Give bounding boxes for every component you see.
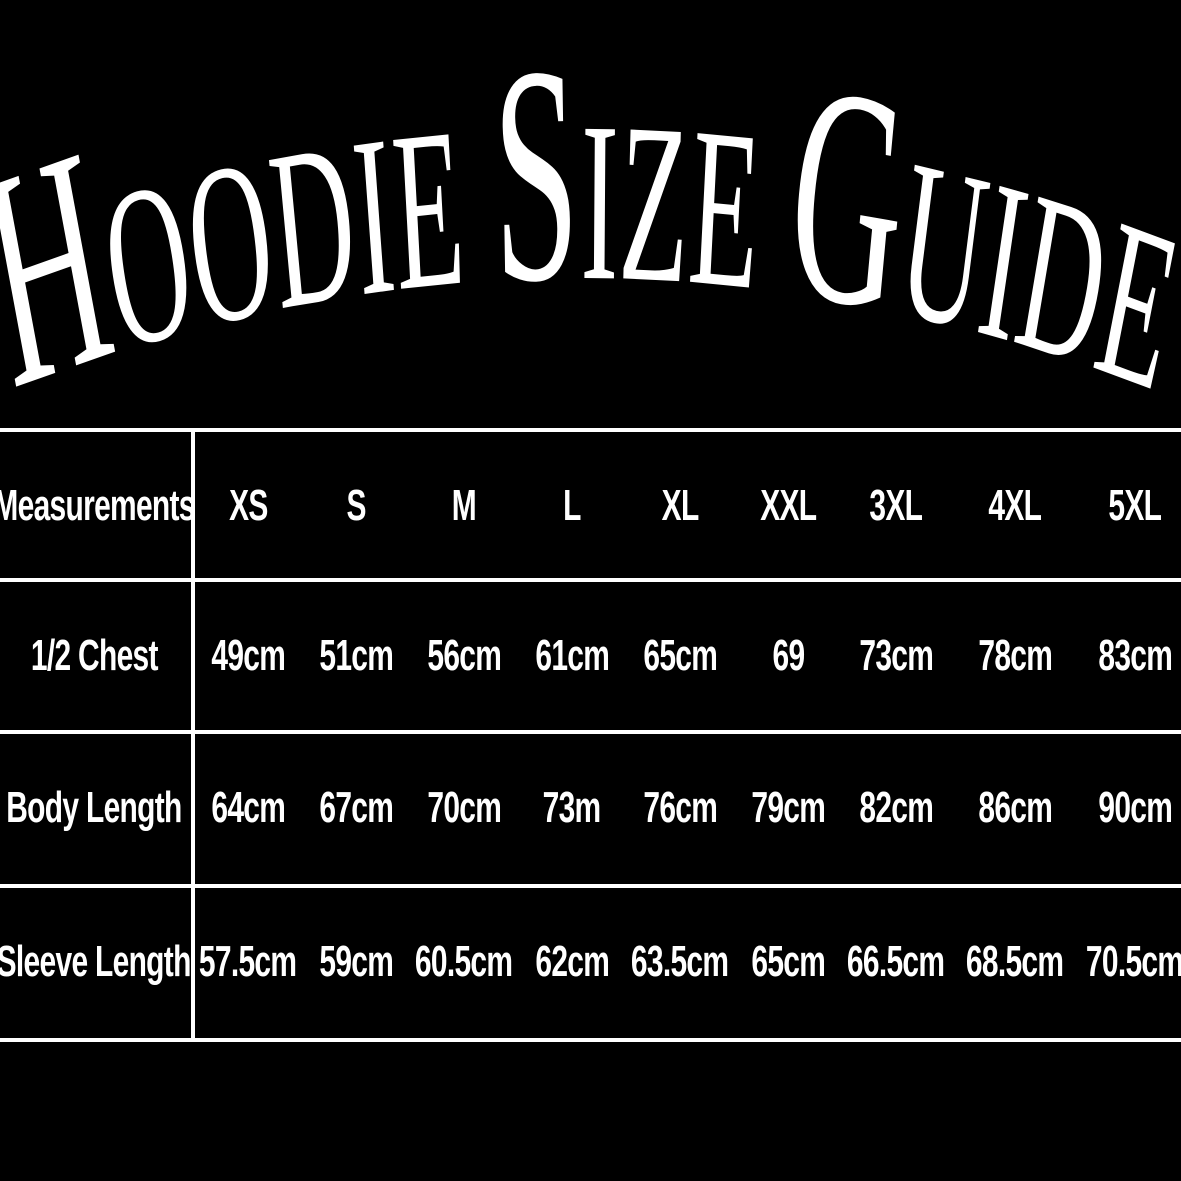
table-cell: 69 (734, 582, 842, 730)
cell-text: 90cm (1098, 783, 1172, 832)
table-row: Body Length 64cm 67cm 70cm 73m 76cm 79cm 82cm 86… (0, 734, 1181, 882)
table-line (0, 730, 1181, 734)
svg-text:HOODIE SIZE GUIDE: HOODIE SIZE GUIDE (0, 0, 1181, 420)
table-cell: 82cm (841, 734, 951, 882)
cell-text: L (563, 481, 581, 530)
table-line (0, 1038, 1181, 1042)
cell-text: 49cm (211, 631, 285, 680)
size-header: XS (194, 432, 302, 580)
table-cell: 65cm (734, 888, 842, 1036)
table-cell: 70.5cm (1080, 888, 1181, 1036)
table-cell: 70cm (410, 734, 518, 882)
table-cell: 73m (518, 734, 626, 882)
cell-text: 64cm (211, 783, 285, 832)
table-cell: 63.5cm (626, 888, 734, 1036)
cell-text: 59cm (319, 937, 393, 986)
title-rest-3: UIDE (888, 113, 1181, 420)
cell-text: 51cm (319, 631, 393, 680)
cell-text: 79cm (751, 783, 825, 832)
size-header: L (518, 432, 626, 580)
table-cell: 57.5cm (194, 888, 302, 1036)
table-cell: 66.5cm (841, 888, 951, 1036)
cell-text: 4XL (988, 481, 1043, 530)
table-cell: 83cm (1080, 582, 1181, 730)
cell-text: 73m (543, 783, 602, 832)
cell-text: 63.5cm (631, 937, 729, 986)
cell-text: 69 (772, 631, 805, 680)
cell-text: 73cm (859, 631, 933, 680)
table-cell: 90cm (1080, 734, 1181, 882)
table-header-row: Measurements XS S M L XL XXL 3XL 4XL 5XL (0, 432, 1181, 580)
table-cell: 78cm (956, 582, 1074, 730)
cell-text: XS (228, 481, 268, 530)
table-cell: 64cm (194, 734, 302, 882)
table-cell: 56cm (410, 582, 518, 730)
size-header: S (302, 432, 410, 580)
table-line (0, 578, 1181, 582)
size-header: 3XL (841, 432, 951, 580)
cell-text: XXL (759, 481, 817, 530)
table-cell: 79cm (734, 734, 842, 882)
table-row: 1/2 Chest 49cm 51cm 56cm 61cm 65cm 69 73cm 78cm 8… (0, 582, 1181, 730)
table-cell: 59cm (302, 888, 410, 1036)
cell-text: Body Length (6, 783, 182, 832)
cell-text: S (346, 481, 366, 530)
table-cell: 65cm (626, 582, 734, 730)
cell-text: 70.5cm (1086, 937, 1181, 986)
size-header: XL (626, 432, 734, 580)
cell-text: 68.5cm (966, 937, 1064, 986)
row-label: Body Length (0, 734, 188, 882)
table-cell: 49cm (194, 582, 302, 730)
table-line (0, 884, 1181, 888)
cell-text: 76cm (643, 783, 717, 832)
table-line (0, 428, 1181, 432)
cell-text: 60.5cm (415, 937, 513, 986)
cell-text: 70cm (427, 783, 501, 832)
cell-text: 65cm (751, 937, 825, 986)
table-cell: 60.5cm (410, 888, 518, 1036)
cell-text: 65cm (643, 631, 717, 680)
table-cell: 76cm (626, 734, 734, 882)
cell-text: 83cm (1098, 631, 1172, 680)
table-cell: 68.5cm (956, 888, 1074, 1036)
row-label: Sleeve Length (0, 888, 192, 1036)
cell-text: 62cm (535, 937, 609, 986)
cell-text: 57.5cm (199, 937, 297, 986)
size-header: M (410, 432, 518, 580)
cell-text: 67cm (319, 783, 393, 832)
page-title: HOODIE SIZE GUIDE (0, 0, 1181, 420)
cell-text: 66.5cm (847, 937, 945, 986)
size-header: XXL (734, 432, 842, 580)
cell-text: 78cm (978, 631, 1052, 680)
cell-text: 56cm (427, 631, 501, 680)
cell-text: 61cm (535, 631, 609, 680)
title-cap-2: S (490, 0, 581, 347)
cell-text: 3XL (869, 481, 924, 530)
cell-text: 82cm (859, 783, 933, 832)
cell-text: M (451, 481, 477, 530)
table-cell: 86cm (956, 734, 1074, 882)
table-column-divider (191, 430, 195, 1042)
size-header: 5XL (1080, 432, 1181, 580)
table-row: Sleeve Length 57.5cm 59cm 60.5cm 62cm 63.5cm 6… (0, 888, 1181, 1036)
table-cell: 67cm (302, 734, 410, 882)
row-label: 1/2 Chest (0, 582, 188, 730)
cell-text: 86cm (978, 783, 1052, 832)
table-cell: 61cm (518, 582, 626, 730)
table-cell: 51cm (302, 582, 410, 730)
cell-text: Sleeve Length (0, 937, 192, 986)
header-label: Measurements (0, 432, 195, 580)
cell-text: 5XL (1108, 481, 1163, 530)
title-rest-2: IZE (580, 76, 797, 342)
size-header: 4XL (956, 432, 1074, 580)
cell-text: XL (661, 481, 700, 530)
title-rest-1: OODIE (90, 79, 497, 400)
table-cell: 73cm (841, 582, 951, 730)
cell-text: 1/2 Chest (30, 631, 159, 680)
cell-text: Measurements (0, 481, 195, 530)
table-cell: 62cm (518, 888, 626, 1036)
